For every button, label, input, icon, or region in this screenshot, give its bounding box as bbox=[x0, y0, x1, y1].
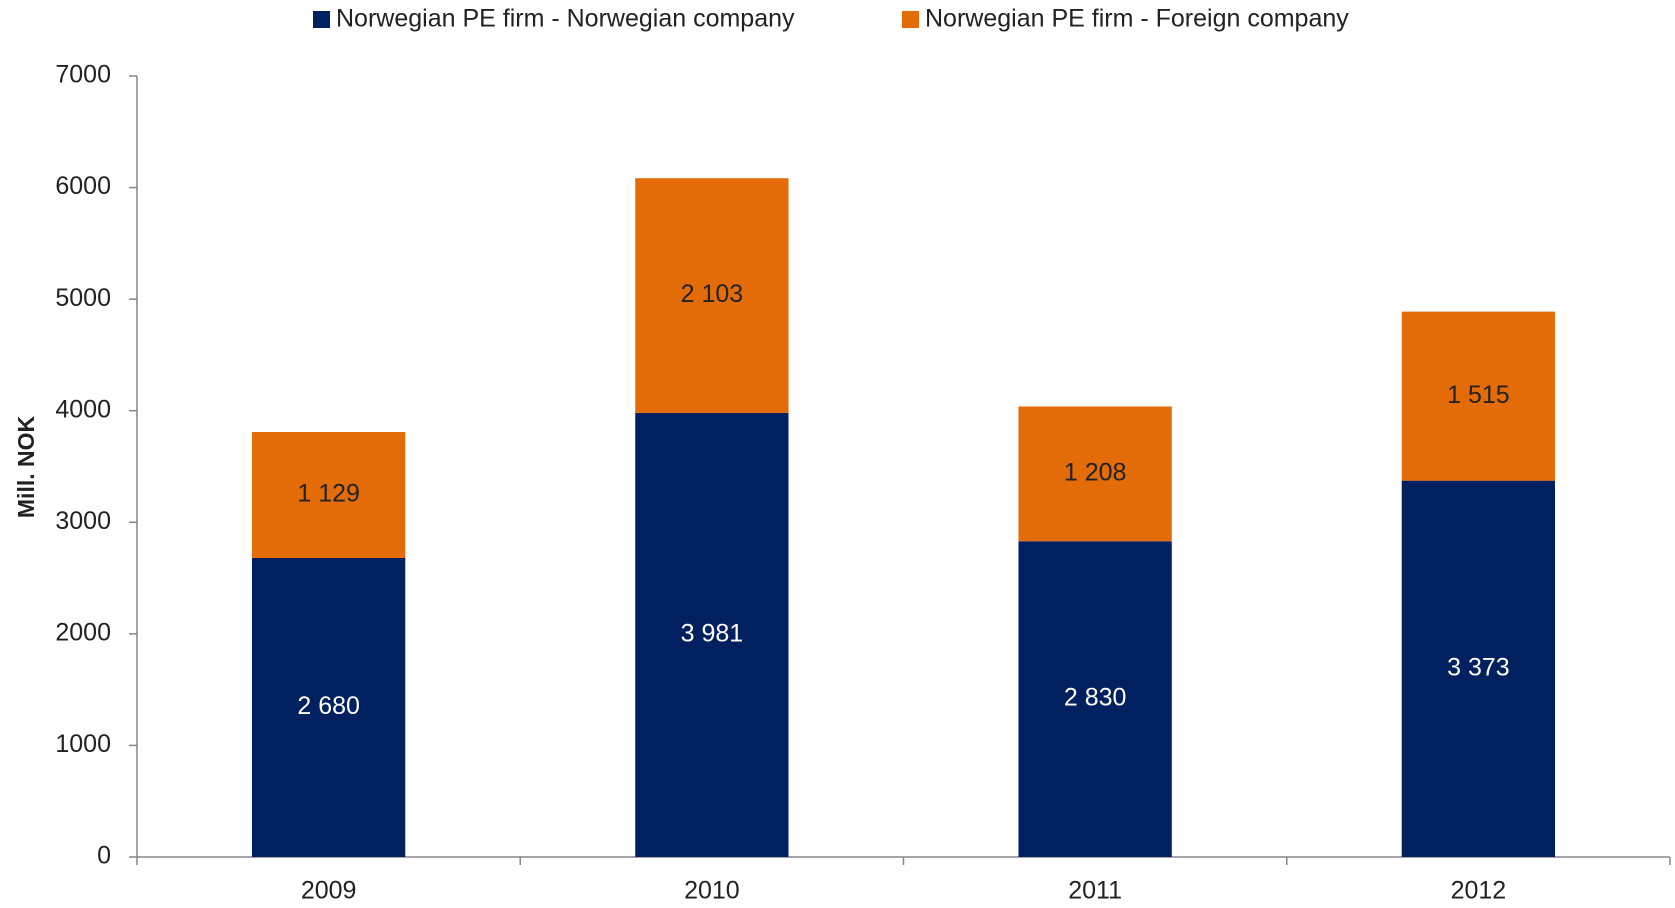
bar-segment bbox=[1018, 406, 1172, 542]
bar-segment bbox=[635, 412, 789, 857]
value-label: 3 981 bbox=[681, 620, 744, 648]
value-label: 1 515 bbox=[1447, 381, 1510, 409]
legend-swatch bbox=[902, 11, 919, 28]
y-tick-label: 1000 bbox=[55, 730, 111, 758]
value-label: 3 373 bbox=[1447, 653, 1510, 681]
y-tick-label: 6000 bbox=[55, 172, 111, 200]
bar-segment bbox=[251, 557, 406, 857]
legend-label: Norwegian PE firm - Norwegian company bbox=[336, 5, 795, 33]
y-tick-label: 7000 bbox=[55, 61, 111, 89]
bar-segment bbox=[635, 178, 789, 413]
y-tick-label: 4000 bbox=[55, 395, 111, 423]
x-tick-label: 2011 bbox=[1068, 877, 1122, 905]
value-label: 1 129 bbox=[297, 480, 360, 508]
bar-segment bbox=[1401, 480, 1556, 857]
bar-segment bbox=[1401, 311, 1556, 481]
x-tick-label: 2010 bbox=[684, 877, 740, 905]
value-label: 2 680 bbox=[297, 692, 360, 720]
value-label: 1 208 bbox=[1064, 458, 1127, 486]
x-tick-label: 2012 bbox=[1451, 877, 1507, 905]
value-label: 2 830 bbox=[1064, 684, 1127, 712]
y-axis-label: Mill. NOK bbox=[13, 416, 39, 519]
y-tick-label: 5000 bbox=[55, 284, 111, 312]
bar-segment bbox=[251, 432, 406, 558]
legend-label: Norwegian PE firm - Foreign company bbox=[925, 5, 1349, 33]
value-label: 2 103 bbox=[681, 280, 744, 308]
y-tick-label: 3000 bbox=[55, 507, 111, 535]
y-tick-label: 2000 bbox=[55, 618, 111, 646]
x-tick-label: 2009 bbox=[301, 877, 357, 905]
y-tick-label: 0 bbox=[97, 842, 111, 870]
bar-segment bbox=[1018, 541, 1172, 857]
legend-swatch bbox=[313, 11, 330, 28]
